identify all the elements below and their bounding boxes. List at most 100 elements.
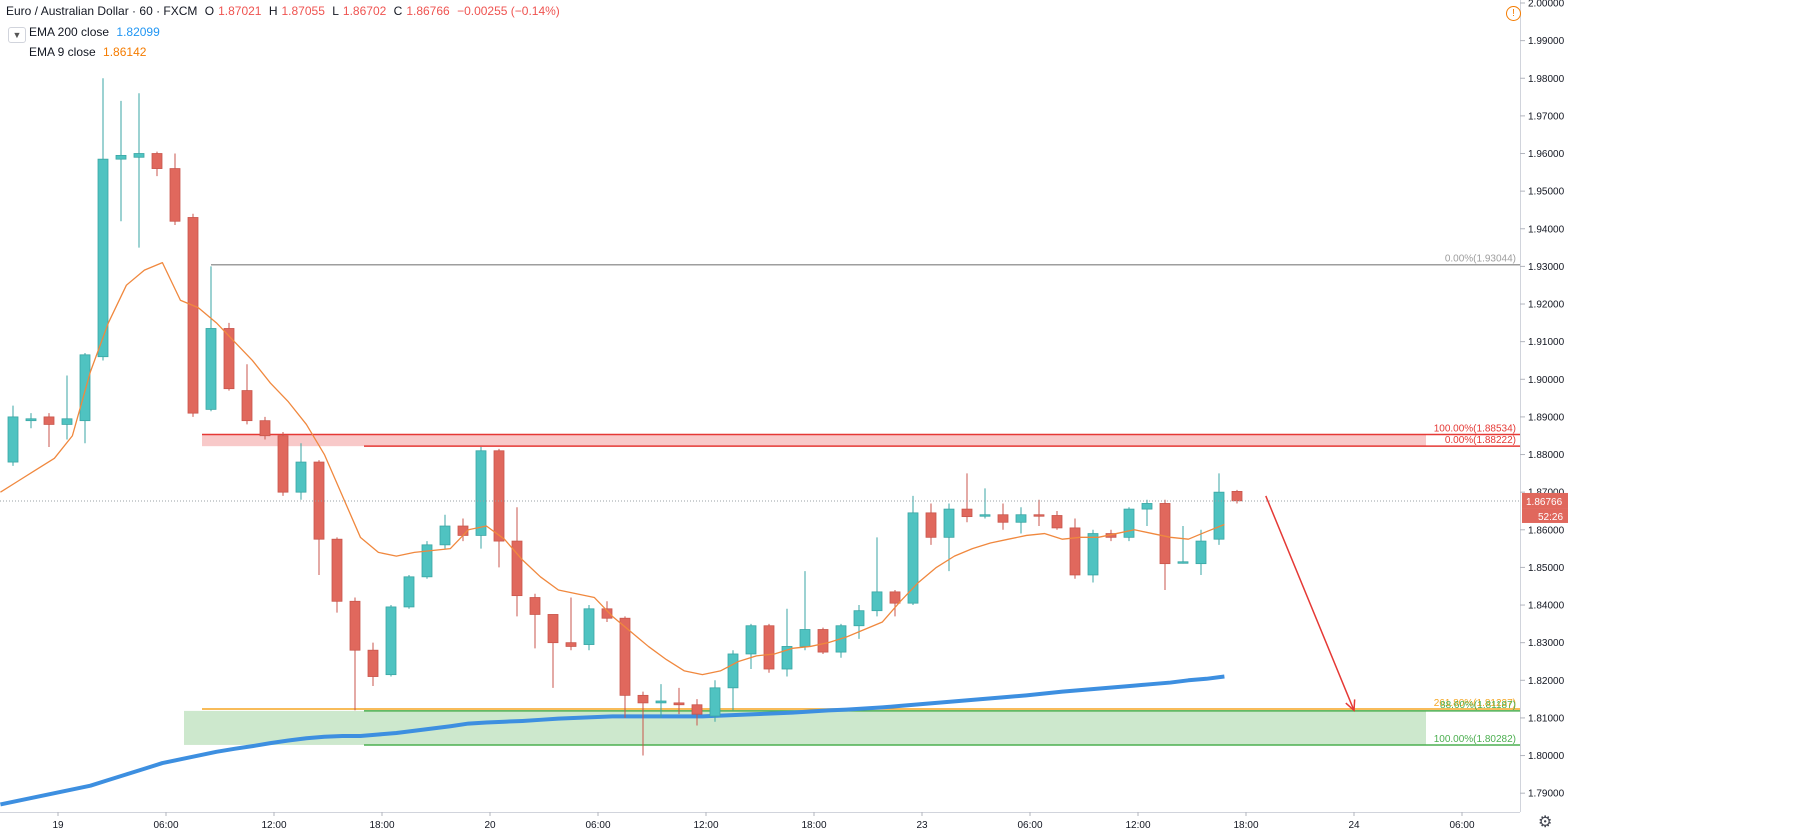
- candle: [493, 448, 505, 568]
- time-tick-label: 24: [1348, 820, 1360, 831]
- price-tick-label: 1.81000: [1528, 713, 1565, 724]
- candle-body: [583, 608, 595, 645]
- candle-body: [205, 328, 217, 410]
- time-tick-label: 06:00: [585, 820, 610, 831]
- forecast-arrow-line: [1265, 495, 1355, 711]
- candle: [367, 642, 379, 686]
- candle: [169, 153, 181, 226]
- candle: [799, 571, 811, 651]
- high-label: H: [268, 4, 278, 18]
- time-tick-label: 23: [916, 820, 928, 831]
- price-tick-label: 1.93000: [1528, 262, 1565, 273]
- candle-body: [403, 576, 415, 608]
- candle: [961, 473, 973, 523]
- candle: [205, 266, 217, 412]
- candle: [295, 443, 307, 500]
- candle-body: [25, 418, 37, 422]
- countdown-tag: [1522, 508, 1568, 523]
- candle: [97, 78, 109, 361]
- fib-level-label: 0.00%(1.88222): [1445, 435, 1516, 446]
- candle-body: [979, 514, 991, 517]
- candle-body: [1159, 503, 1171, 565]
- candle-body: [493, 450, 505, 542]
- axes-layer: 1.79000 1.80000 1.81000 1.82000 1.83000 1.840…: [0, 0, 1568, 831]
- low-label: L: [332, 4, 339, 18]
- candle-body: [943, 508, 955, 538]
- candle-body: [349, 600, 361, 651]
- price-tick-label: 1.97000: [1528, 111, 1565, 122]
- candle: [619, 616, 631, 718]
- ema9-line: [0, 261, 1225, 676]
- candle-body: [1033, 514, 1045, 517]
- fib-level-label: 100.00%(1.88534): [1434, 423, 1516, 434]
- time-tick-label: 06:00: [1017, 820, 1042, 831]
- candle: [889, 589, 901, 617]
- candle-body: [331, 538, 343, 602]
- candle-body: [727, 653, 739, 689]
- candle-body: [367, 649, 379, 677]
- candle: [673, 687, 685, 715]
- time-tick-label: 19: [52, 820, 64, 831]
- gear-icon[interactable]: ⚙: [1538, 814, 1553, 831]
- candle: [25, 413, 37, 429]
- candle-body: [637, 694, 649, 704]
- price-tick-label: 2.00000: [1528, 0, 1565, 10]
- time-tick-label: 18:00: [1233, 820, 1258, 831]
- warning-icon[interactable]: !: [1506, 6, 1521, 21]
- candle-body: [1231, 491, 1243, 502]
- candle: [637, 691, 649, 756]
- arrow-layer: [1265, 495, 1356, 712]
- candle-body: [457, 525, 469, 536]
- price-tick-label: 1.82000: [1528, 676, 1565, 687]
- candle: [853, 605, 865, 639]
- low-value: 1.86702: [342, 4, 387, 18]
- candle: [43, 413, 55, 448]
- candle: [1069, 518, 1081, 579]
- zones-layer: [184, 434, 1426, 745]
- ema9-legend-label: EMA 9 close: [29, 45, 96, 59]
- price-tick-label: 1.89000: [1528, 412, 1565, 423]
- price-tick-label: 1.83000: [1528, 638, 1565, 649]
- candle-body: [799, 629, 811, 647]
- candle-body: [1177, 561, 1189, 564]
- candle: [547, 614, 559, 688]
- time-tick-label: 12:00: [1125, 820, 1150, 831]
- candle: [259, 416, 271, 440]
- candle-body: [547, 614, 559, 644]
- candle-body: [187, 217, 199, 414]
- ema200-legend-label: EMA 200 close: [29, 25, 110, 39]
- candle-body: [997, 514, 1009, 523]
- candle: [133, 93, 145, 248]
- zone-resistance: [202, 434, 1426, 447]
- price-tick-label: 1.85000: [1528, 563, 1565, 574]
- candle: [925, 503, 937, 545]
- candle-body: [1051, 515, 1063, 529]
- candle: [871, 537, 883, 617]
- candle-body: [1015, 514, 1027, 523]
- candle-body: [673, 702, 685, 706]
- candle-body: [781, 646, 793, 670]
- collapse-indicators-button[interactable]: ▼: [8, 27, 26, 43]
- candle-body: [475, 450, 487, 536]
- candle: [403, 574, 415, 609]
- ema200-legend[interactable]: EMA 200 close 1.82099: [29, 25, 160, 39]
- candle-body: [79, 354, 91, 422]
- candle-body: [709, 687, 721, 717]
- candle: [781, 608, 793, 677]
- candle: [79, 352, 91, 444]
- time-tick-label: 06:00: [1449, 820, 1474, 831]
- ema9-legend[interactable]: EMA 9 close 1.86142: [29, 45, 146, 59]
- candle-body: [619, 617, 631, 696]
- candle: [763, 623, 775, 673]
- candle-body: [277, 435, 289, 493]
- price-tick-label: 1.88000: [1528, 450, 1565, 461]
- candle-body: [115, 154, 127, 160]
- candle: [313, 460, 325, 575]
- candle-body: [169, 168, 181, 222]
- candle: [1051, 510, 1063, 530]
- candle-body: [565, 642, 577, 647]
- candle: [1087, 529, 1099, 583]
- candle: [1123, 507, 1135, 542]
- price-tick-label: 1.95000: [1528, 187, 1565, 198]
